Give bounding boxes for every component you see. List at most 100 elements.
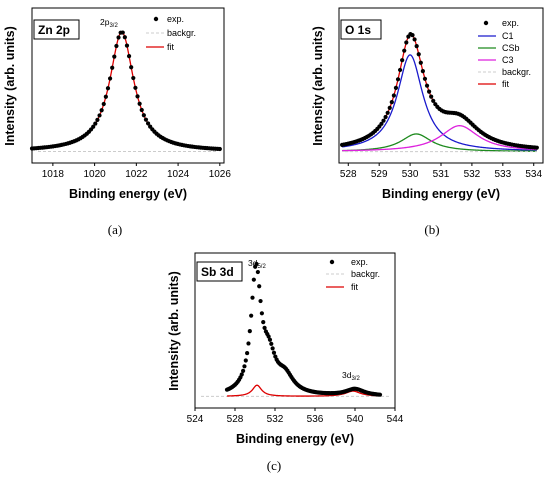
legend: exp. C1 CSb C3 backgr. fit bbox=[478, 18, 531, 89]
data-point bbox=[397, 67, 403, 73]
data-point bbox=[418, 60, 423, 65]
x-tick-label: 1026 bbox=[209, 169, 232, 180]
data-point bbox=[124, 43, 130, 48]
peak-annotation: 2p3/2 bbox=[100, 17, 118, 29]
data-point bbox=[249, 313, 254, 318]
data-point bbox=[391, 93, 396, 98]
x-tick-label: 530 bbox=[402, 169, 419, 180]
peak-annotation-3d52: 3d5/2 bbox=[248, 258, 266, 270]
data-point bbox=[387, 105, 392, 110]
data-point bbox=[129, 65, 134, 70]
panel-zn-2p: 1018 1020 1022 1024 1026 Zn 2p Intensity (ar… bbox=[3, 7, 232, 237]
data-point bbox=[243, 358, 248, 363]
legend-label-fit: fit bbox=[351, 282, 359, 292]
data-point bbox=[91, 124, 96, 129]
data-point bbox=[105, 86, 111, 91]
data-point bbox=[217, 146, 222, 152]
data-point bbox=[389, 100, 394, 105]
data-point bbox=[245, 350, 250, 356]
legend-marker-exp bbox=[153, 16, 159, 22]
series-csb bbox=[342, 133, 537, 152]
x-tick-label: 532 bbox=[267, 414, 284, 425]
x-ticks: 528 529 530 531 532 533 534 bbox=[340, 163, 543, 180]
x-tick-label: 529 bbox=[371, 169, 388, 180]
data-point bbox=[110, 65, 115, 70]
data-point bbox=[116, 35, 121, 40]
data-point bbox=[97, 113, 102, 118]
data-point bbox=[422, 76, 428, 81]
label-box bbox=[340, 19, 382, 40]
x-tick-label: 528 bbox=[340, 169, 357, 180]
x-ticks: 1018 1020 1022 1024 1026 bbox=[42, 163, 232, 180]
data-point bbox=[416, 52, 421, 57]
x-axis-label: Binding energy (eV) bbox=[382, 187, 500, 201]
data-point bbox=[239, 372, 244, 377]
data-point bbox=[126, 54, 132, 59]
data-point bbox=[424, 83, 430, 88]
panel-o-1s: 528 529 530 531 532 533 534 O 1s Intensity (ar… bbox=[311, 7, 544, 237]
element-label: Sb 3d bbox=[201, 265, 234, 279]
data-point bbox=[393, 85, 399, 90]
series-c1 bbox=[342, 54, 537, 151]
data-point bbox=[241, 368, 246, 373]
legend-label-c1: C1 bbox=[502, 31, 514, 41]
data-point bbox=[257, 284, 262, 289]
data-point bbox=[112, 54, 117, 59]
legend-label-backgr: backgr. bbox=[167, 28, 196, 38]
data-point bbox=[377, 392, 383, 397]
data-point bbox=[258, 298, 263, 304]
data-point bbox=[99, 108, 104, 113]
panel-label: (c) bbox=[267, 458, 281, 473]
data-point bbox=[107, 76, 113, 81]
data-point bbox=[250, 295, 255, 300]
data-point bbox=[137, 101, 142, 106]
data-point bbox=[379, 121, 384, 126]
data-point bbox=[270, 346, 275, 351]
data-point bbox=[145, 121, 151, 126]
x-tick-label: 540 bbox=[347, 414, 364, 425]
data-point bbox=[131, 75, 136, 81]
data-point bbox=[383, 114, 388, 120]
data-marks bbox=[339, 31, 539, 153]
data-point bbox=[271, 350, 277, 355]
data-point bbox=[255, 269, 260, 275]
data-point bbox=[427, 89, 432, 94]
x-tick-label: 1022 bbox=[125, 169, 148, 180]
x-tick-label: 524 bbox=[187, 414, 204, 425]
data-point bbox=[262, 325, 267, 330]
legend-marker-exp bbox=[329, 259, 335, 265]
series-fit bbox=[226, 384, 381, 397]
x-tick-label: 534 bbox=[525, 169, 542, 180]
data-point bbox=[431, 98, 436, 103]
data-point bbox=[404, 40, 409, 45]
data-point bbox=[120, 30, 125, 35]
data-point bbox=[242, 364, 247, 369]
x-tick-label: 536 bbox=[307, 414, 324, 425]
data-marks bbox=[29, 30, 222, 153]
data-point bbox=[534, 145, 539, 150]
data-point bbox=[267, 337, 273, 342]
data-point bbox=[254, 261, 259, 267]
data-point bbox=[141, 113, 146, 118]
data-point bbox=[412, 37, 417, 42]
peak-annotation-3d32: 3d3/2 bbox=[342, 370, 360, 382]
x-ticks: 524 528 532 536 540 544 bbox=[187, 408, 404, 425]
data-point bbox=[247, 329, 252, 334]
label-box bbox=[196, 261, 243, 282]
legend-marker-exp bbox=[483, 20, 489, 26]
data-point bbox=[261, 320, 266, 325]
x-tick-label: 1018 bbox=[42, 169, 65, 180]
data-point bbox=[385, 110, 390, 115]
data-point bbox=[139, 107, 144, 113]
element-label: Zn 2p bbox=[38, 23, 70, 37]
y-axis-label: Intensity (arb. units) bbox=[3, 26, 17, 145]
x-tick-label: 531 bbox=[433, 169, 450, 180]
x-axis-label: Binding energy (eV) bbox=[236, 432, 354, 446]
x-tick-label: 532 bbox=[464, 169, 481, 180]
x-tick-label: 1024 bbox=[167, 169, 190, 180]
legend: exp. backgr. fit bbox=[146, 14, 196, 52]
panel-sb-3d: 524 528 532 536 540 544 Sb 3d Intensity (arb.… bbox=[167, 252, 404, 473]
x-axis-label: Binding energy (eV) bbox=[69, 187, 187, 201]
legend-label-c3: C3 bbox=[502, 55, 514, 65]
x-tick-label: 528 bbox=[227, 414, 244, 425]
